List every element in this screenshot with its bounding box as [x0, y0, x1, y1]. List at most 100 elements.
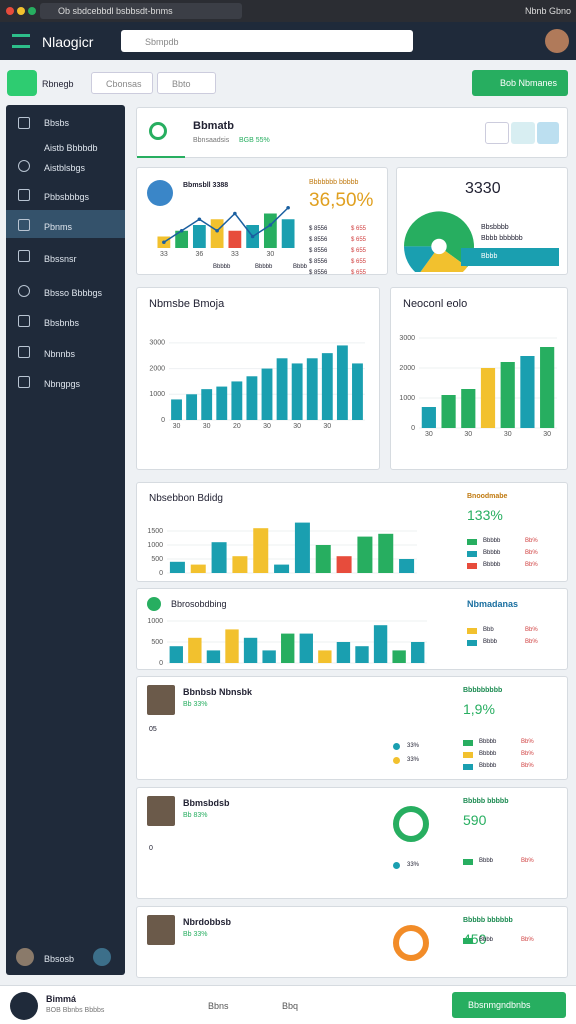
nav-item[interactable]: Bbsso Bbbbgs	[44, 288, 103, 298]
dropdown[interactable]: Cbonsas	[91, 72, 153, 94]
row-value: Bb%	[525, 550, 538, 556]
bar	[243, 637, 258, 663]
bar	[281, 633, 295, 663]
bottom-item[interactable]: Bbq	[282, 1001, 299, 1011]
sidebar-user[interactable]: Bbsosb	[44, 954, 75, 964]
line-point	[250, 234, 255, 239]
nav-item[interactable]: Bbsbnbs	[44, 318, 80, 328]
row-label: Bbbbb	[479, 739, 497, 745]
row-value: $ 655	[351, 237, 367, 243]
bar	[216, 386, 228, 420]
row-value: Bb%	[521, 937, 534, 943]
icon-button[interactable]	[485, 122, 509, 144]
pie-hole	[431, 238, 447, 255]
x-tick-label: 30	[543, 431, 551, 438]
bar	[294, 522, 310, 573]
bar	[276, 358, 288, 420]
row-label: Bbbbb	[483, 562, 501, 568]
browser-user[interactable]: Nbnb Gbno	[525, 6, 572, 16]
row-value: Bb%	[521, 739, 534, 745]
bar	[231, 381, 243, 420]
row-value: $ 655	[351, 259, 367, 265]
y-tick-label: 500	[151, 639, 163, 646]
line-point	[268, 223, 273, 227]
side-value: 1,9%	[463, 701, 495, 717]
pie-slice	[404, 246, 439, 272]
mini-chart: 05	[149, 723, 157, 733]
dropdown-label: Bbto	[172, 79, 191, 89]
avatar[interactable]	[545, 29, 569, 53]
summary-subtitle: Bbnsaadsis	[193, 137, 230, 144]
nav-item[interactable]: Bbssnsr	[44, 254, 77, 264]
row-value: $ 655	[351, 270, 367, 276]
icon-button[interactable]	[511, 122, 535, 144]
primary-button[interactable]: Bob Nbmanes	[472, 70, 568, 96]
nav-item[interactable]: Pbbsbbbgs	[44, 192, 90, 202]
nav-item[interactable]: Nbnnbs	[44, 349, 76, 359]
x-tick-label: 30	[293, 423, 301, 430]
legend-dot	[393, 743, 400, 750]
tab-title[interactable]: Ob sbdcebbdl bsbbsdt-bnms	[58, 6, 173, 16]
x-tick-label: 30	[425, 431, 433, 438]
logo[interactable]: Nlaogicr	[42, 34, 94, 50]
sidebar: Bbsbs Aistb Bbbbdb Aistblsbgs Pbbsbbbgs …	[6, 105, 125, 975]
card-title: Neoconl eolo	[403, 298, 468, 310]
row-value: Bb%	[525, 639, 538, 645]
bottom-button[interactable]: Bbsnmgndbnbs	[452, 992, 566, 1018]
bar	[411, 642, 425, 663]
kpi-title: Bbmsbll 3388	[183, 182, 229, 189]
bar	[262, 650, 276, 663]
bar	[321, 353, 333, 420]
bar	[246, 376, 258, 420]
line-point	[197, 217, 202, 222]
legend-swatch	[463, 938, 473, 944]
y-tick-label: 1000	[149, 391, 165, 398]
side-title: Nbmadanas	[467, 599, 519, 609]
y-tick-label: 2000	[399, 365, 415, 372]
bar	[253, 528, 269, 573]
dropdown[interactable]: Bbto	[157, 72, 216, 94]
nav-item[interactable]: Aistb Bbbbdb	[44, 143, 98, 153]
bar	[461, 389, 476, 428]
bar	[299, 633, 313, 663]
person-card: Bbmsbdsb Bb 83% 0 Bbbbb bbbbb 590 33% Bbbb Bb%	[136, 787, 568, 899]
y-tick-label: 5	[152, 726, 157, 733]
bottom-item[interactable]: Bbns	[208, 1001, 229, 1011]
bottom-subtitle: BOB Bbnbs Bbbbs	[46, 1007, 105, 1014]
summary-title: Bbmatb	[193, 120, 234, 132]
nav-item-active[interactable]: Pbnms	[44, 222, 73, 232]
home-button[interactable]	[7, 70, 37, 96]
row-label: Bbbbb	[479, 751, 497, 757]
button-label: Bob Nbmanes	[500, 78, 558, 88]
search-box[interactable]	[121, 30, 413, 52]
bar	[190, 564, 206, 573]
y-tick-label: 500	[151, 556, 163, 563]
legend-text: 33%	[407, 743, 420, 749]
row-value: Bb%	[521, 763, 534, 769]
bar-chart: 0 1000 2000 3000 30 30 20 30 30 30	[149, 340, 365, 430]
legend-swatch	[467, 640, 477, 646]
row-value: $ 655	[351, 226, 367, 232]
nav-item[interactable]: Nbngpgs	[44, 379, 81, 389]
bar	[232, 556, 248, 573]
nav-item[interactable]: Aistblsbgs	[44, 163, 86, 173]
bar	[336, 642, 351, 663]
row-label: Bbbbb	[483, 550, 501, 556]
chart-card: Nbmsbe Bmoja 0 1000 2000 3000 30 30 20 30 30 30	[136, 287, 380, 470]
x-tick-label: 20	[233, 423, 241, 430]
bar	[306, 358, 318, 420]
row-label: $ 8556	[309, 226, 328, 232]
person-photo	[147, 796, 175, 826]
legend-text: 33%	[407, 757, 420, 763]
toolbar-label[interactable]: Rbnegb	[42, 79, 74, 89]
icon-button[interactable]	[537, 122, 559, 144]
nav-item[interactable]: Bbsbs	[44, 118, 70, 128]
bar	[228, 230, 242, 248]
bar	[281, 219, 295, 248]
x-tick-label: 30	[504, 431, 512, 438]
legend-text: 33%	[407, 862, 420, 868]
card-title: Nbmsbe Bmoja	[149, 298, 225, 310]
bar	[186, 394, 198, 420]
card-title: Bbrosobdbing	[171, 599, 227, 609]
